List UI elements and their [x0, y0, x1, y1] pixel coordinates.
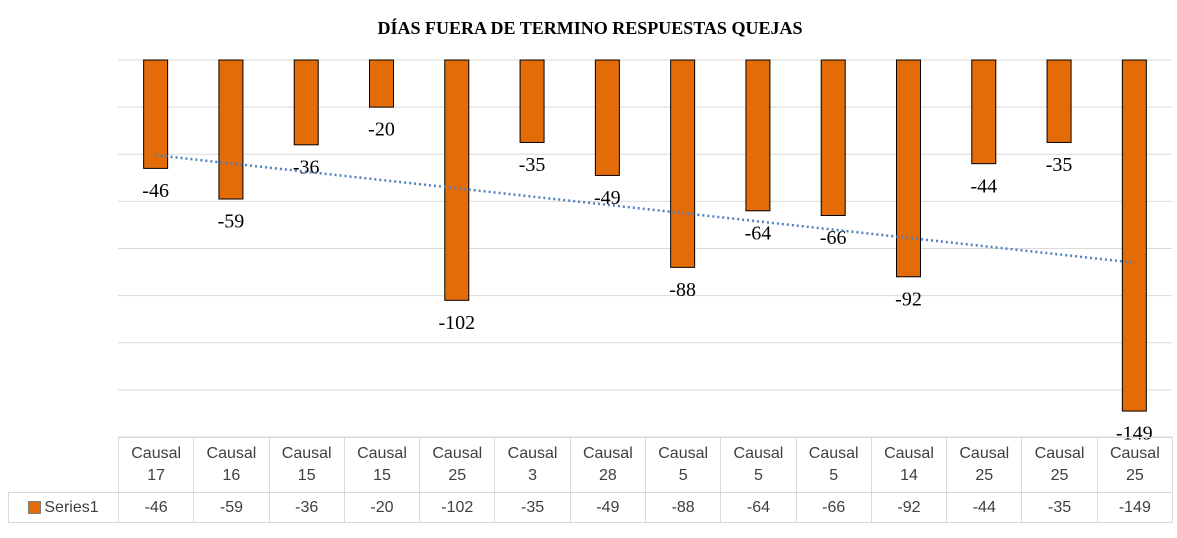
- category-label: Causal 5: [658, 445, 709, 484]
- category-cell: Causal 5: [645, 437, 722, 493]
- table-value: -35: [1048, 498, 1072, 516]
- chart-title: DÍAS FUERA DE TERMINO RESPUESTAS QUEJAS: [378, 17, 803, 38]
- value-cell: -59: [193, 492, 270, 523]
- category-label: Causal 25: [959, 445, 1010, 484]
- data-label: -92: [895, 288, 922, 310]
- bar: [820, 59, 846, 217]
- table-value: -64: [746, 498, 770, 516]
- trendline: [155, 153, 1135, 264]
- category-label: Causal 16: [206, 445, 257, 484]
- value-cell: -20: [343, 492, 421, 523]
- bar: [670, 59, 696, 268]
- data-label: -149: [1116, 423, 1153, 445]
- category-cell: Causal 3: [494, 437, 571, 493]
- data-label: -44: [970, 175, 997, 197]
- category-cell: Causal 15: [343, 437, 421, 493]
- category-cell: Causal 5: [795, 437, 872, 493]
- data-label: -66: [820, 227, 847, 249]
- table-value: -102: [441, 498, 474, 516]
- value-cell: -88: [645, 492, 722, 523]
- category-cell: Causal 14: [870, 437, 948, 493]
- bar: [971, 59, 997, 165]
- data-label: -59: [218, 211, 245, 233]
- bar: [444, 59, 470, 301]
- category-label: Causal 25: [1034, 445, 1085, 484]
- value-cell: -64: [720, 492, 797, 523]
- category-label: Causal 15: [357, 445, 407, 484]
- value-cell: -102: [419, 492, 496, 523]
- bar: [896, 59, 921, 278]
- table-value: -36: [295, 498, 319, 516]
- category-label: Causal 3: [507, 445, 558, 484]
- table-value: -88: [671, 498, 695, 516]
- table-value: -66: [822, 498, 846, 516]
- table-value: -35: [521, 498, 545, 516]
- category-cell: Causal 15: [268, 437, 345, 493]
- table-value: -44: [972, 498, 996, 516]
- value-cell: -46: [118, 492, 195, 523]
- category-label: Causal 14: [884, 445, 934, 484]
- bar: [519, 59, 545, 143]
- table-value: -49: [596, 498, 620, 516]
- category-label: Causal 5: [733, 445, 784, 484]
- table-value: -149: [1118, 498, 1151, 516]
- category-cell: Causal 25: [1096, 437, 1173, 493]
- category-cell: Causal 25: [946, 437, 1023, 493]
- value-cell: -35: [1021, 492, 1098, 523]
- value-cell: -36: [268, 492, 345, 523]
- value-cell: -92: [870, 492, 948, 523]
- category-cell: Causal 25: [419, 437, 496, 493]
- value-cell: -49: [569, 492, 646, 523]
- data-label: -46: [142, 180, 169, 202]
- bar: [745, 59, 771, 212]
- legend-label: Series1: [44, 498, 99, 516]
- data-label: -102: [438, 312, 475, 334]
- data-label: -36: [293, 156, 320, 178]
- table-value: -59: [219, 498, 243, 516]
- category-label: Causal 5: [808, 445, 859, 484]
- bar: [369, 59, 394, 108]
- category-cell: Causal 28: [569, 437, 646, 493]
- legend-key: [28, 501, 42, 514]
- legend-cell: Series1: [8, 492, 119, 523]
- data-label: -20: [368, 119, 395, 141]
- category-label: Causal 15: [281, 445, 332, 484]
- bar: [1046, 59, 1072, 143]
- category-cell: Causal 16: [193, 437, 270, 493]
- value-cell: -66: [795, 492, 872, 523]
- data-label: -35: [1046, 154, 1073, 176]
- category-label: Causal 25: [432, 445, 483, 484]
- value-cell: -35: [494, 492, 571, 523]
- value-cell: -44: [946, 492, 1023, 523]
- category-cell: Causal 17: [118, 437, 195, 493]
- table-value: -46: [144, 498, 168, 516]
- data-label: -49: [594, 187, 621, 209]
- table-value: -20: [370, 498, 394, 516]
- bar: [218, 59, 244, 200]
- data-label: -64: [745, 222, 772, 244]
- bar: [143, 59, 169, 169]
- bar: [594, 59, 620, 176]
- data-label: -35: [519, 154, 546, 176]
- category-label: Causal 28: [582, 445, 633, 484]
- value-cell: -149: [1096, 492, 1173, 523]
- bar: [293, 59, 319, 146]
- category-cell: Causal 25: [1021, 437, 1098, 493]
- category-label: Causal 25: [1109, 445, 1160, 484]
- category-label: Causal 17: [131, 445, 182, 484]
- table-value: -92: [897, 498, 921, 516]
- bar: [1121, 59, 1147, 412]
- category-cell: Causal 5: [720, 437, 797, 493]
- data-label: -88: [669, 279, 696, 301]
